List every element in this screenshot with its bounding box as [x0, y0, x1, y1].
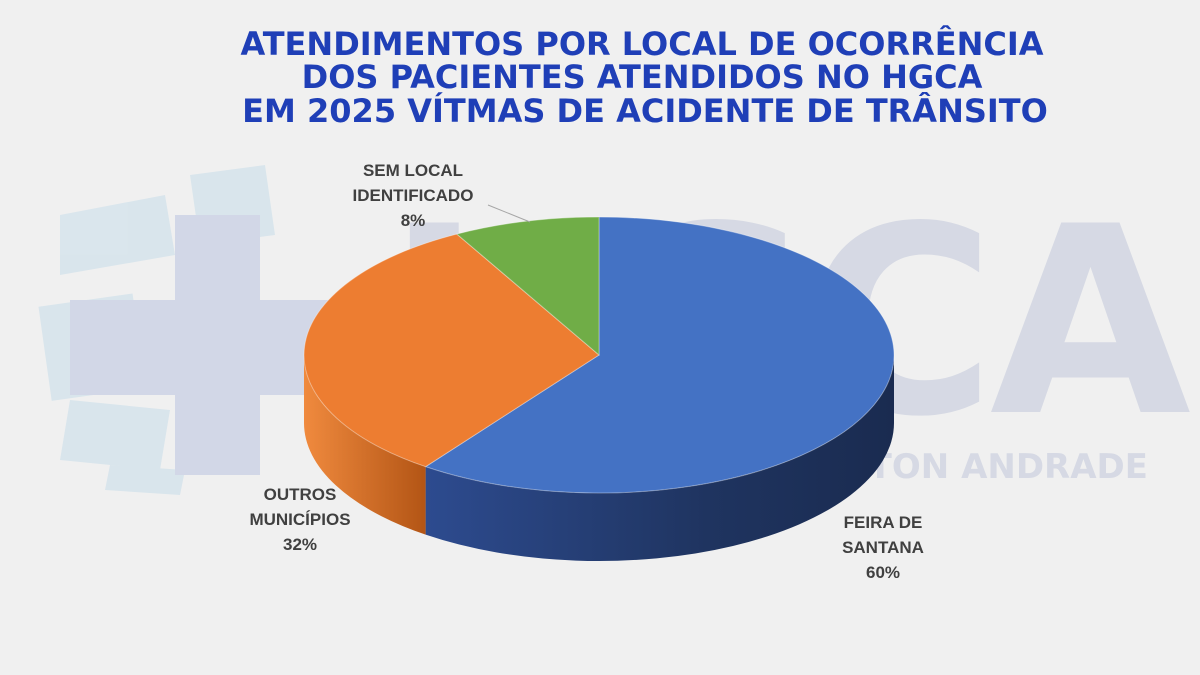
pie-slice-2 — [455, 216, 600, 357]
chart-title-line-3: EM 2025 VÍTMAS DE ACIDENTE DE TRÂNSITO — [242, 92, 1048, 130]
pie-chart — [303, 216, 895, 561]
chart-title-line-1: ATENDIMENTOS POR LOCAL DE OCORRÊNCIA — [240, 25, 1043, 63]
pie-category-label-2: SEM LOCAL — [363, 161, 463, 180]
pie-category-label-1: MUNICÍPIOS — [249, 510, 350, 529]
pie-value-label-1: 32% — [283, 535, 317, 554]
chart-title-line-2: DOS PACIENTES ATENDIDOS NO HGCA — [302, 58, 983, 96]
pie-slice-side-0 — [425, 355, 895, 561]
pie-category-label-0: FEIRA DE — [844, 513, 923, 532]
pie-label-leader-2 — [487, 204, 531, 223]
pie-value-label-2: 8% — [401, 211, 426, 230]
pie-category-label-1: OUTROS — [264, 485, 337, 504]
chart-title: ATENDIMENTOS POR LOCAL DE OCORRÊNCIA DOS… — [240, 25, 1047, 130]
pie-slice-side-1 — [304, 355, 426, 535]
pie-category-label-2: IDENTIFICADO — [353, 186, 474, 205]
pie-slice-1 — [303, 233, 600, 468]
pie-labels: FEIRA DE SANTANA 60% OUTROS MUNICÍPIOS 32% SEM… — [249, 161, 923, 582]
pie-slice-0 — [424, 216, 895, 494]
pie-category-label-0: SANTANA — [842, 538, 924, 557]
pie-value-label-0: 60% — [866, 563, 900, 582]
